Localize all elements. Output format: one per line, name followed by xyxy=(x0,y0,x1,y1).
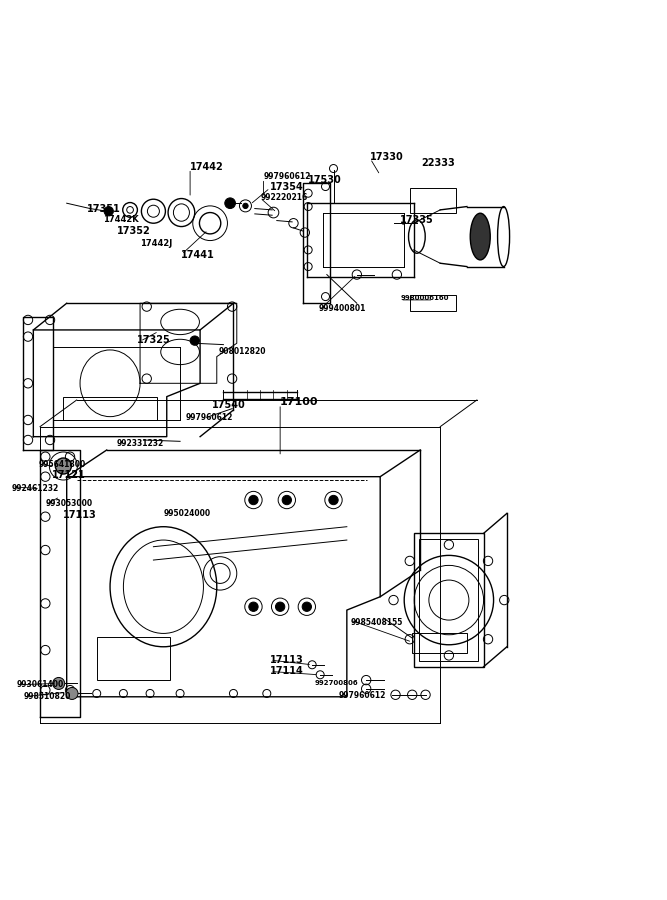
Text: 17100: 17100 xyxy=(280,397,319,407)
Text: 998510820: 998510820 xyxy=(23,692,71,701)
Text: 17530: 17530 xyxy=(308,175,342,184)
Text: 17113: 17113 xyxy=(270,655,304,665)
Circle shape xyxy=(55,458,71,474)
Text: 17354: 17354 xyxy=(270,182,304,192)
Text: 993061400: 993061400 xyxy=(17,680,64,689)
Bar xyxy=(412,634,467,653)
Text: 17325: 17325 xyxy=(137,335,171,345)
Text: 997960612: 997960612 xyxy=(339,691,386,700)
Text: 995024000: 995024000 xyxy=(163,508,211,518)
Text: 9985408155: 9985408155 xyxy=(350,617,403,626)
Text: 993053000: 993053000 xyxy=(45,499,93,508)
Text: 17330: 17330 xyxy=(370,151,404,161)
Text: 17351: 17351 xyxy=(87,203,121,213)
Bar xyxy=(97,637,170,680)
Polygon shape xyxy=(67,477,380,697)
Text: 17442K: 17442K xyxy=(103,215,139,224)
Circle shape xyxy=(53,678,65,689)
Text: 992331232: 992331232 xyxy=(117,439,164,448)
Text: 992461232: 992461232 xyxy=(12,484,59,493)
Text: 997960612: 997960612 xyxy=(263,172,311,181)
Bar xyxy=(63,397,157,420)
Text: 9980006160: 9980006160 xyxy=(400,295,449,301)
Circle shape xyxy=(302,602,311,611)
Circle shape xyxy=(243,203,248,209)
Circle shape xyxy=(249,602,258,611)
Text: 17442: 17442 xyxy=(190,161,224,172)
Text: 17442J: 17442J xyxy=(140,238,172,248)
Text: 997960612: 997960612 xyxy=(185,413,233,422)
Text: 17121: 17121 xyxy=(52,471,86,481)
Bar xyxy=(419,539,478,662)
Text: 17441: 17441 xyxy=(181,249,215,259)
Bar xyxy=(414,534,484,667)
Circle shape xyxy=(329,495,338,505)
Bar xyxy=(410,188,456,213)
Circle shape xyxy=(282,495,291,505)
Text: 17540: 17540 xyxy=(212,400,246,410)
Text: 17113: 17113 xyxy=(63,509,97,519)
Text: 995641800: 995641800 xyxy=(39,460,86,469)
Ellipse shape xyxy=(470,213,490,260)
Text: 17335: 17335 xyxy=(400,215,434,225)
Text: 999400801: 999400801 xyxy=(319,304,366,313)
Circle shape xyxy=(66,688,78,699)
Circle shape xyxy=(225,198,235,209)
Text: 992220216: 992220216 xyxy=(260,194,307,202)
Bar xyxy=(410,294,456,311)
Circle shape xyxy=(249,495,258,505)
Circle shape xyxy=(104,206,113,216)
Circle shape xyxy=(190,336,199,346)
Text: 908012820: 908012820 xyxy=(219,346,266,356)
Text: 17352: 17352 xyxy=(117,226,151,236)
Circle shape xyxy=(275,602,285,611)
Text: 22333: 22333 xyxy=(422,158,456,168)
Text: 17114: 17114 xyxy=(270,666,304,677)
Text: 992700806: 992700806 xyxy=(315,680,358,687)
